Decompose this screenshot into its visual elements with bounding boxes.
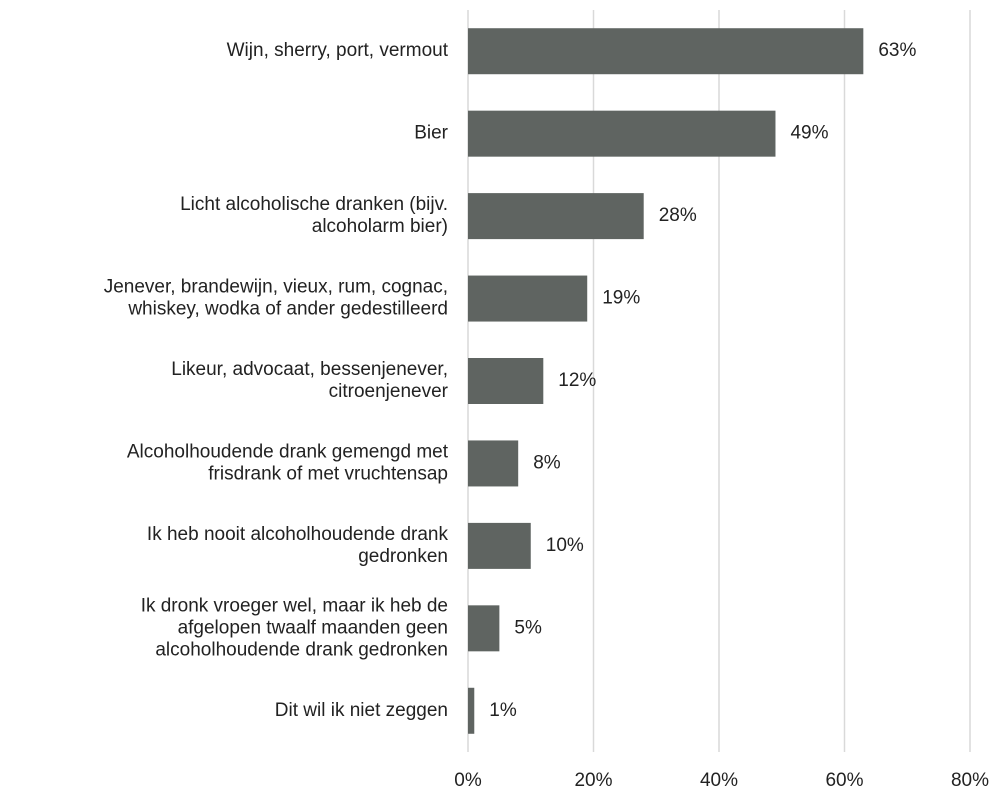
data-label: 28% (659, 205, 697, 226)
data-label: 12% (558, 370, 596, 391)
bar (468, 440, 519, 487)
category-label: Likeur, advocaat, bessenjenever, citroenj… (171, 359, 448, 402)
category-label: Wijn, sherry, port, vermout (227, 40, 449, 61)
bar (468, 522, 531, 569)
category-label: Licht alcoholische dranken (bijv. alcohol… (180, 194, 448, 237)
data-label: 49% (790, 123, 828, 144)
data-label: 1% (489, 700, 517, 721)
data-label: 19% (602, 288, 640, 309)
x-tick-label: 0% (454, 770, 482, 791)
bar (468, 110, 776, 157)
data-label: 5% (514, 617, 542, 638)
category-label: Dit wil ik niet zeggen (275, 700, 448, 721)
data-label: 63% (878, 40, 916, 61)
bar (468, 193, 644, 240)
x-tick-label: 20% (574, 770, 612, 791)
data-label: 10% (546, 535, 584, 556)
bar (468, 28, 864, 75)
data-label: 8% (533, 452, 561, 473)
x-tick-label: 80% (951, 770, 989, 791)
category-label: Ik heb nooit alcoholhoudende drank gedron… (147, 524, 449, 567)
bar (468, 358, 544, 404)
category-label: Alcoholhoudende drank gemengd met frisdra… (127, 441, 449, 484)
category-label: Bier (414, 123, 448, 144)
category-label: Jenever, brandewijn, vieux, rum, cognac,… (104, 277, 448, 320)
category-label: Ik dronk vroeger wel, maar ik heb de afge… (141, 595, 448, 660)
x-tick-label: 40% (700, 770, 738, 791)
bar (468, 687, 475, 734)
bar (468, 605, 500, 652)
bar (468, 275, 588, 322)
x-tick-label: 60% (825, 770, 863, 791)
